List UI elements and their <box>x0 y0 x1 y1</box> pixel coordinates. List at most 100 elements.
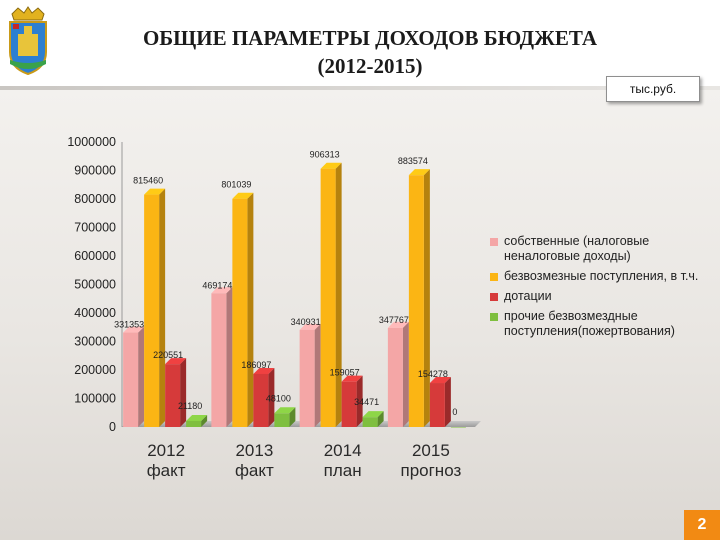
y-tick-label: 500000 <box>74 278 116 292</box>
x-category-label: 2014 <box>324 441 362 460</box>
x-category-label: прогноз <box>400 461 461 480</box>
legend-swatch-other <box>490 313 498 321</box>
bar-subsidies <box>253 373 269 427</box>
bar-value-label: 186097 <box>241 360 271 370</box>
bar-top <box>408 169 430 176</box>
x-category-label: 2013 <box>235 441 273 460</box>
bar-top <box>253 367 275 374</box>
x-category-label: 2012 <box>147 441 185 460</box>
page-title: ОБЩИЕ ПАРАМЕТРЫ ДОХОДОВ БЮДЖЕТА (2012-20… <box>90 24 650 80</box>
y-tick-label: 900000 <box>74 164 116 178</box>
bar-side <box>423 169 430 428</box>
legend-label-grants: безвозмезные поступления, в т.ч. <box>504 269 699 283</box>
bar-value-label: 220551 <box>153 350 183 360</box>
bar-value-label: 801039 <box>221 180 251 190</box>
legend-item-other: прочие безвозмездные поступления(пожертв… <box>490 309 702 339</box>
bar-side <box>356 375 363 427</box>
bar-top <box>186 414 208 421</box>
bar-grants <box>144 194 160 427</box>
bar-side <box>268 367 275 427</box>
y-tick-label: 1000000 <box>67 135 116 149</box>
bar-top <box>362 411 384 418</box>
bar-value-label: 469174 <box>202 280 232 290</box>
bar-side <box>335 162 342 427</box>
bar-top <box>232 192 254 199</box>
bar-value-label: 34471 <box>354 397 379 407</box>
bar-side <box>180 358 187 427</box>
bar-subsidies <box>341 381 357 427</box>
legend-swatch-grants <box>490 273 498 281</box>
bar-side <box>377 411 384 427</box>
legend-label-own: собственные (налоговые неналоговые доход… <box>504 234 650 263</box>
bar-side <box>444 377 451 427</box>
bar-value-label: 347767 <box>379 315 409 325</box>
y-tick-label: 800000 <box>74 192 116 206</box>
bar-grants <box>408 175 424 427</box>
bar-side <box>226 287 233 427</box>
bar-value-label: 331353 <box>114 320 144 330</box>
bar-top <box>144 188 166 195</box>
bar-value-label: 906313 <box>310 150 340 160</box>
bar-other <box>450 427 466 428</box>
bar-top <box>341 375 363 382</box>
title-line-2: (2012-2015) <box>317 54 423 78</box>
title-line-1: ОБЩИЕ ПАРАМЕТРЫ ДОХОДОВ БЮДЖЕТА <box>142 26 598 50</box>
bar-subsidies <box>165 364 181 427</box>
bar-other <box>186 420 202 427</box>
bar-value-label: 21180 <box>178 401 202 411</box>
legend-label-subsidies: дотации <box>504 289 552 303</box>
unit-label: тыс.руб. <box>606 76 700 102</box>
y-tick-label: 600000 <box>74 249 116 263</box>
bar-top <box>387 321 409 328</box>
bar-own <box>211 293 227 427</box>
legend-item-subsidies: дотации <box>490 289 702 304</box>
bar-side <box>314 323 321 427</box>
page-number-badge: 2 <box>684 510 720 540</box>
bar-value-label: 340931 <box>291 317 321 327</box>
bar-value-label: 883574 <box>398 156 428 166</box>
bar-value-label: 815460 <box>133 176 163 186</box>
x-category-label: факт <box>147 461 186 480</box>
bar-other <box>274 413 290 427</box>
bar-side <box>289 407 296 427</box>
bar-top <box>211 287 233 294</box>
bar-side <box>247 192 254 427</box>
legend-swatch-subsidies <box>490 293 498 301</box>
y-tick-label: 700000 <box>74 221 116 235</box>
legend-label-other: прочие безвозмездные поступления(пожертв… <box>504 309 675 338</box>
bar-value-label: 154278 <box>418 369 448 379</box>
bar-grants <box>232 198 248 427</box>
bar-value-label: 48100 <box>266 393 291 403</box>
bar-own <box>299 329 315 427</box>
bar-top <box>299 323 321 330</box>
x-category-label: факт <box>235 461 274 480</box>
bar-top <box>274 407 296 414</box>
bar-side <box>138 326 145 427</box>
bar-side <box>402 321 409 427</box>
legend-item-own: собственные (налоговые неналоговые доход… <box>490 234 702 264</box>
header-divider <box>0 86 720 90</box>
y-tick-label: 300000 <box>74 335 116 349</box>
y-tick-label: 100000 <box>74 392 116 406</box>
background-photo <box>0 90 720 540</box>
legend-swatch-own <box>490 238 498 246</box>
bar-subsidies <box>429 383 445 427</box>
legend-item-grants: безвозмезные поступления, в т.ч. <box>490 269 702 284</box>
bar-own <box>387 327 403 427</box>
x-category-label: 2015 <box>412 441 450 460</box>
bar-own <box>123 332 139 427</box>
bar-side <box>159 188 166 427</box>
bar-grants <box>320 168 336 427</box>
bar-top <box>429 377 451 384</box>
y-tick-label: 200000 <box>74 363 116 377</box>
chart-legend: собственные (налоговые неналоговые доход… <box>490 234 702 344</box>
city-coat-of-arms-icon <box>4 4 52 81</box>
bar-top <box>165 358 187 365</box>
bar-top <box>320 162 342 169</box>
bar-side <box>201 414 208 427</box>
y-tick-label: 0 <box>109 420 116 434</box>
bar-other <box>362 417 378 427</box>
bar-top <box>123 326 145 333</box>
bar-value-label: 159057 <box>330 368 360 378</box>
